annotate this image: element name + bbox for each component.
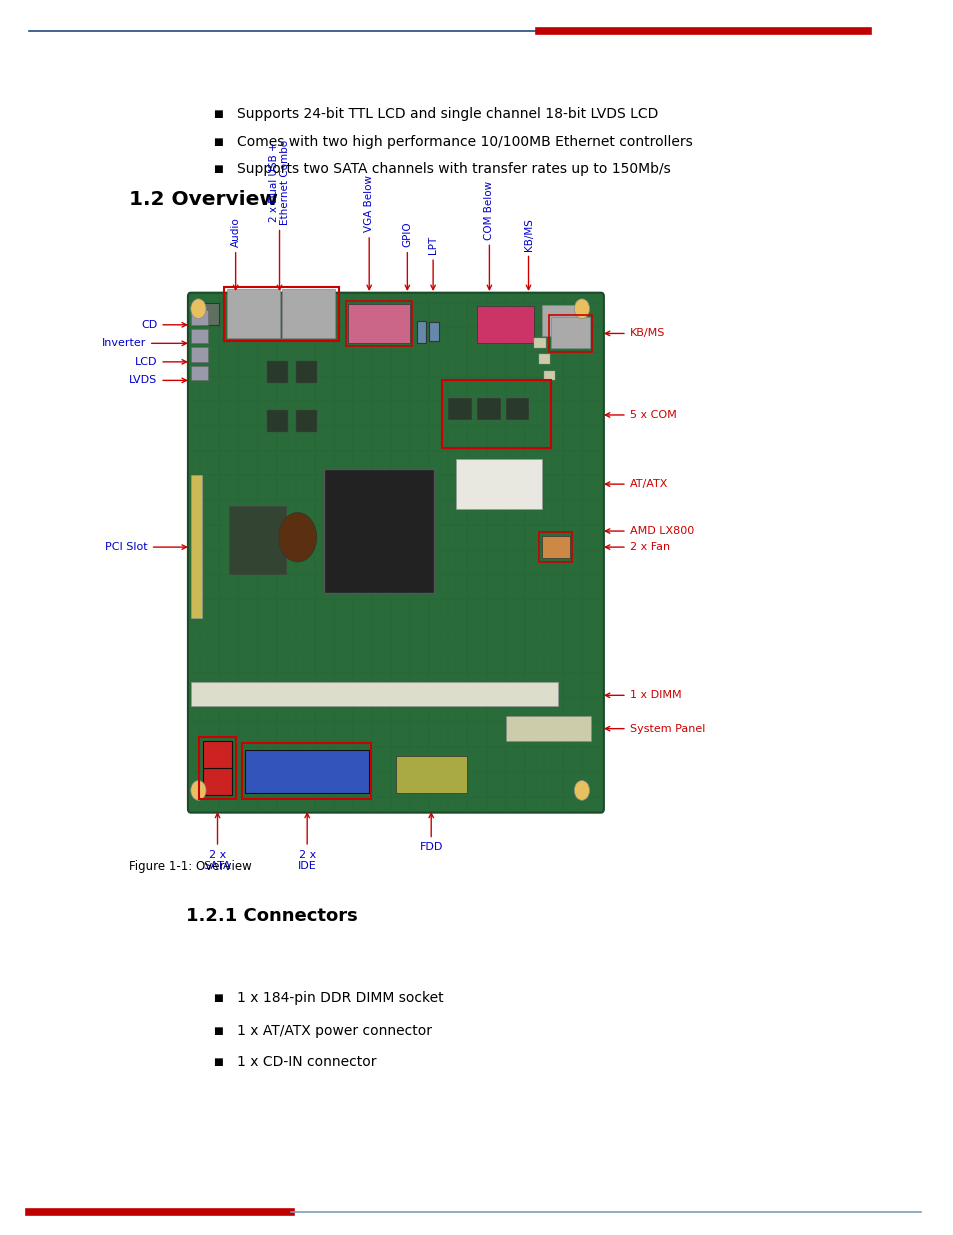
Text: 1.2 Overview: 1.2 Overview	[129, 190, 277, 209]
Bar	[295, 410, 316, 432]
Bar	[505, 716, 591, 741]
Text: ■: ■	[213, 993, 222, 1003]
Text: LCD: LCD	[134, 357, 186, 367]
Text: Comes with two high performance 10/100MB Ethernet controllers: Comes with two high performance 10/100MB…	[236, 135, 692, 149]
Bar	[191, 475, 202, 618]
FancyBboxPatch shape	[188, 293, 603, 813]
Bar	[441, 380, 551, 448]
Text: 2 x Dual USB +
Ethernet Combo: 2 x Dual USB + Ethernet Combo	[269, 140, 290, 289]
Bar	[202, 303, 219, 325]
Text: ■: ■	[213, 164, 222, 174]
Text: ■: ■	[213, 1057, 222, 1067]
Bar	[541, 536, 570, 558]
Bar	[224, 287, 338, 341]
Bar	[538, 354, 550, 364]
Bar	[551, 317, 589, 348]
Bar	[267, 410, 288, 432]
Bar	[476, 398, 500, 420]
Text: 1 x CD-IN connector: 1 x CD-IN connector	[236, 1055, 375, 1070]
Bar	[324, 469, 434, 593]
Text: LVDS: LVDS	[129, 375, 186, 385]
Circle shape	[278, 513, 316, 562]
Text: VGA Below: VGA Below	[364, 175, 374, 289]
Bar	[199, 737, 235, 799]
Bar	[538, 532, 572, 562]
Text: COM Below: COM Below	[484, 180, 494, 289]
Text: ■: ■	[213, 1026, 222, 1036]
Bar	[543, 370, 555, 380]
Text: ■: ■	[213, 109, 222, 120]
Bar	[476, 306, 534, 343]
Text: Audio: Audio	[231, 217, 240, 289]
Bar	[416, 321, 426, 343]
Circle shape	[191, 299, 206, 319]
Bar	[295, 361, 316, 383]
Text: ■: ■	[213, 137, 222, 147]
Bar	[346, 301, 412, 346]
Text: FDD: FDD	[419, 814, 442, 852]
Text: Figure 1-1: Overview: Figure 1-1: Overview	[129, 861, 252, 873]
Bar	[191, 366, 208, 380]
Bar	[348, 304, 410, 343]
Text: System Panel: System Panel	[605, 724, 704, 734]
Bar	[191, 347, 208, 362]
Text: GPIO: GPIO	[402, 221, 412, 289]
Bar	[267, 361, 288, 383]
Text: 1 x 184-pin DDR DIMM socket: 1 x 184-pin DDR DIMM socket	[236, 990, 443, 1005]
Bar	[203, 768, 232, 795]
Text: LPT: LPT	[428, 236, 437, 289]
Bar	[191, 682, 558, 706]
Circle shape	[574, 781, 589, 800]
Bar	[242, 743, 371, 799]
Bar	[429, 322, 438, 341]
Text: AT/ATX: AT/ATX	[605, 479, 667, 489]
Bar	[229, 506, 286, 574]
Text: 2 x
IDE: 2 x IDE	[297, 814, 316, 871]
Bar	[541, 305, 579, 336]
Text: CD: CD	[141, 320, 186, 330]
Circle shape	[574, 299, 589, 319]
Bar	[282, 289, 335, 338]
Text: 1.2.1 Connectors: 1.2.1 Connectors	[186, 908, 357, 925]
Circle shape	[191, 781, 206, 800]
Bar	[505, 398, 529, 420]
Text: 2 x Fan: 2 x Fan	[605, 542, 669, 552]
Bar	[203, 741, 232, 768]
Text: KB/MS: KB/MS	[523, 217, 533, 289]
Text: 2 x
SATA: 2 x SATA	[204, 814, 231, 871]
Bar	[448, 398, 472, 420]
Text: PCI Slot: PCI Slot	[105, 542, 186, 552]
Bar	[395, 756, 467, 793]
Text: 5 x COM: 5 x COM	[605, 410, 676, 420]
Bar	[227, 289, 279, 338]
Text: 1 x DIMM: 1 x DIMM	[605, 690, 680, 700]
Bar	[456, 459, 541, 509]
Bar	[245, 750, 369, 793]
Text: KB/MS: KB/MS	[605, 329, 664, 338]
Text: AMD LX800: AMD LX800	[605, 526, 693, 536]
Text: 1 x AT/ATX power connector: 1 x AT/ATX power connector	[236, 1024, 431, 1039]
Bar	[191, 329, 208, 343]
Bar	[191, 310, 208, 325]
Bar	[534, 338, 545, 348]
Text: Supports 24-bit TTL LCD and single channel 18-bit LVDS LCD: Supports 24-bit TTL LCD and single chann…	[236, 107, 658, 121]
Text: Inverter: Inverter	[101, 338, 186, 348]
Bar	[548, 315, 592, 352]
Text: Supports two SATA channels with transfer rates up to 150Mb/s: Supports two SATA channels with transfer…	[236, 162, 670, 177]
